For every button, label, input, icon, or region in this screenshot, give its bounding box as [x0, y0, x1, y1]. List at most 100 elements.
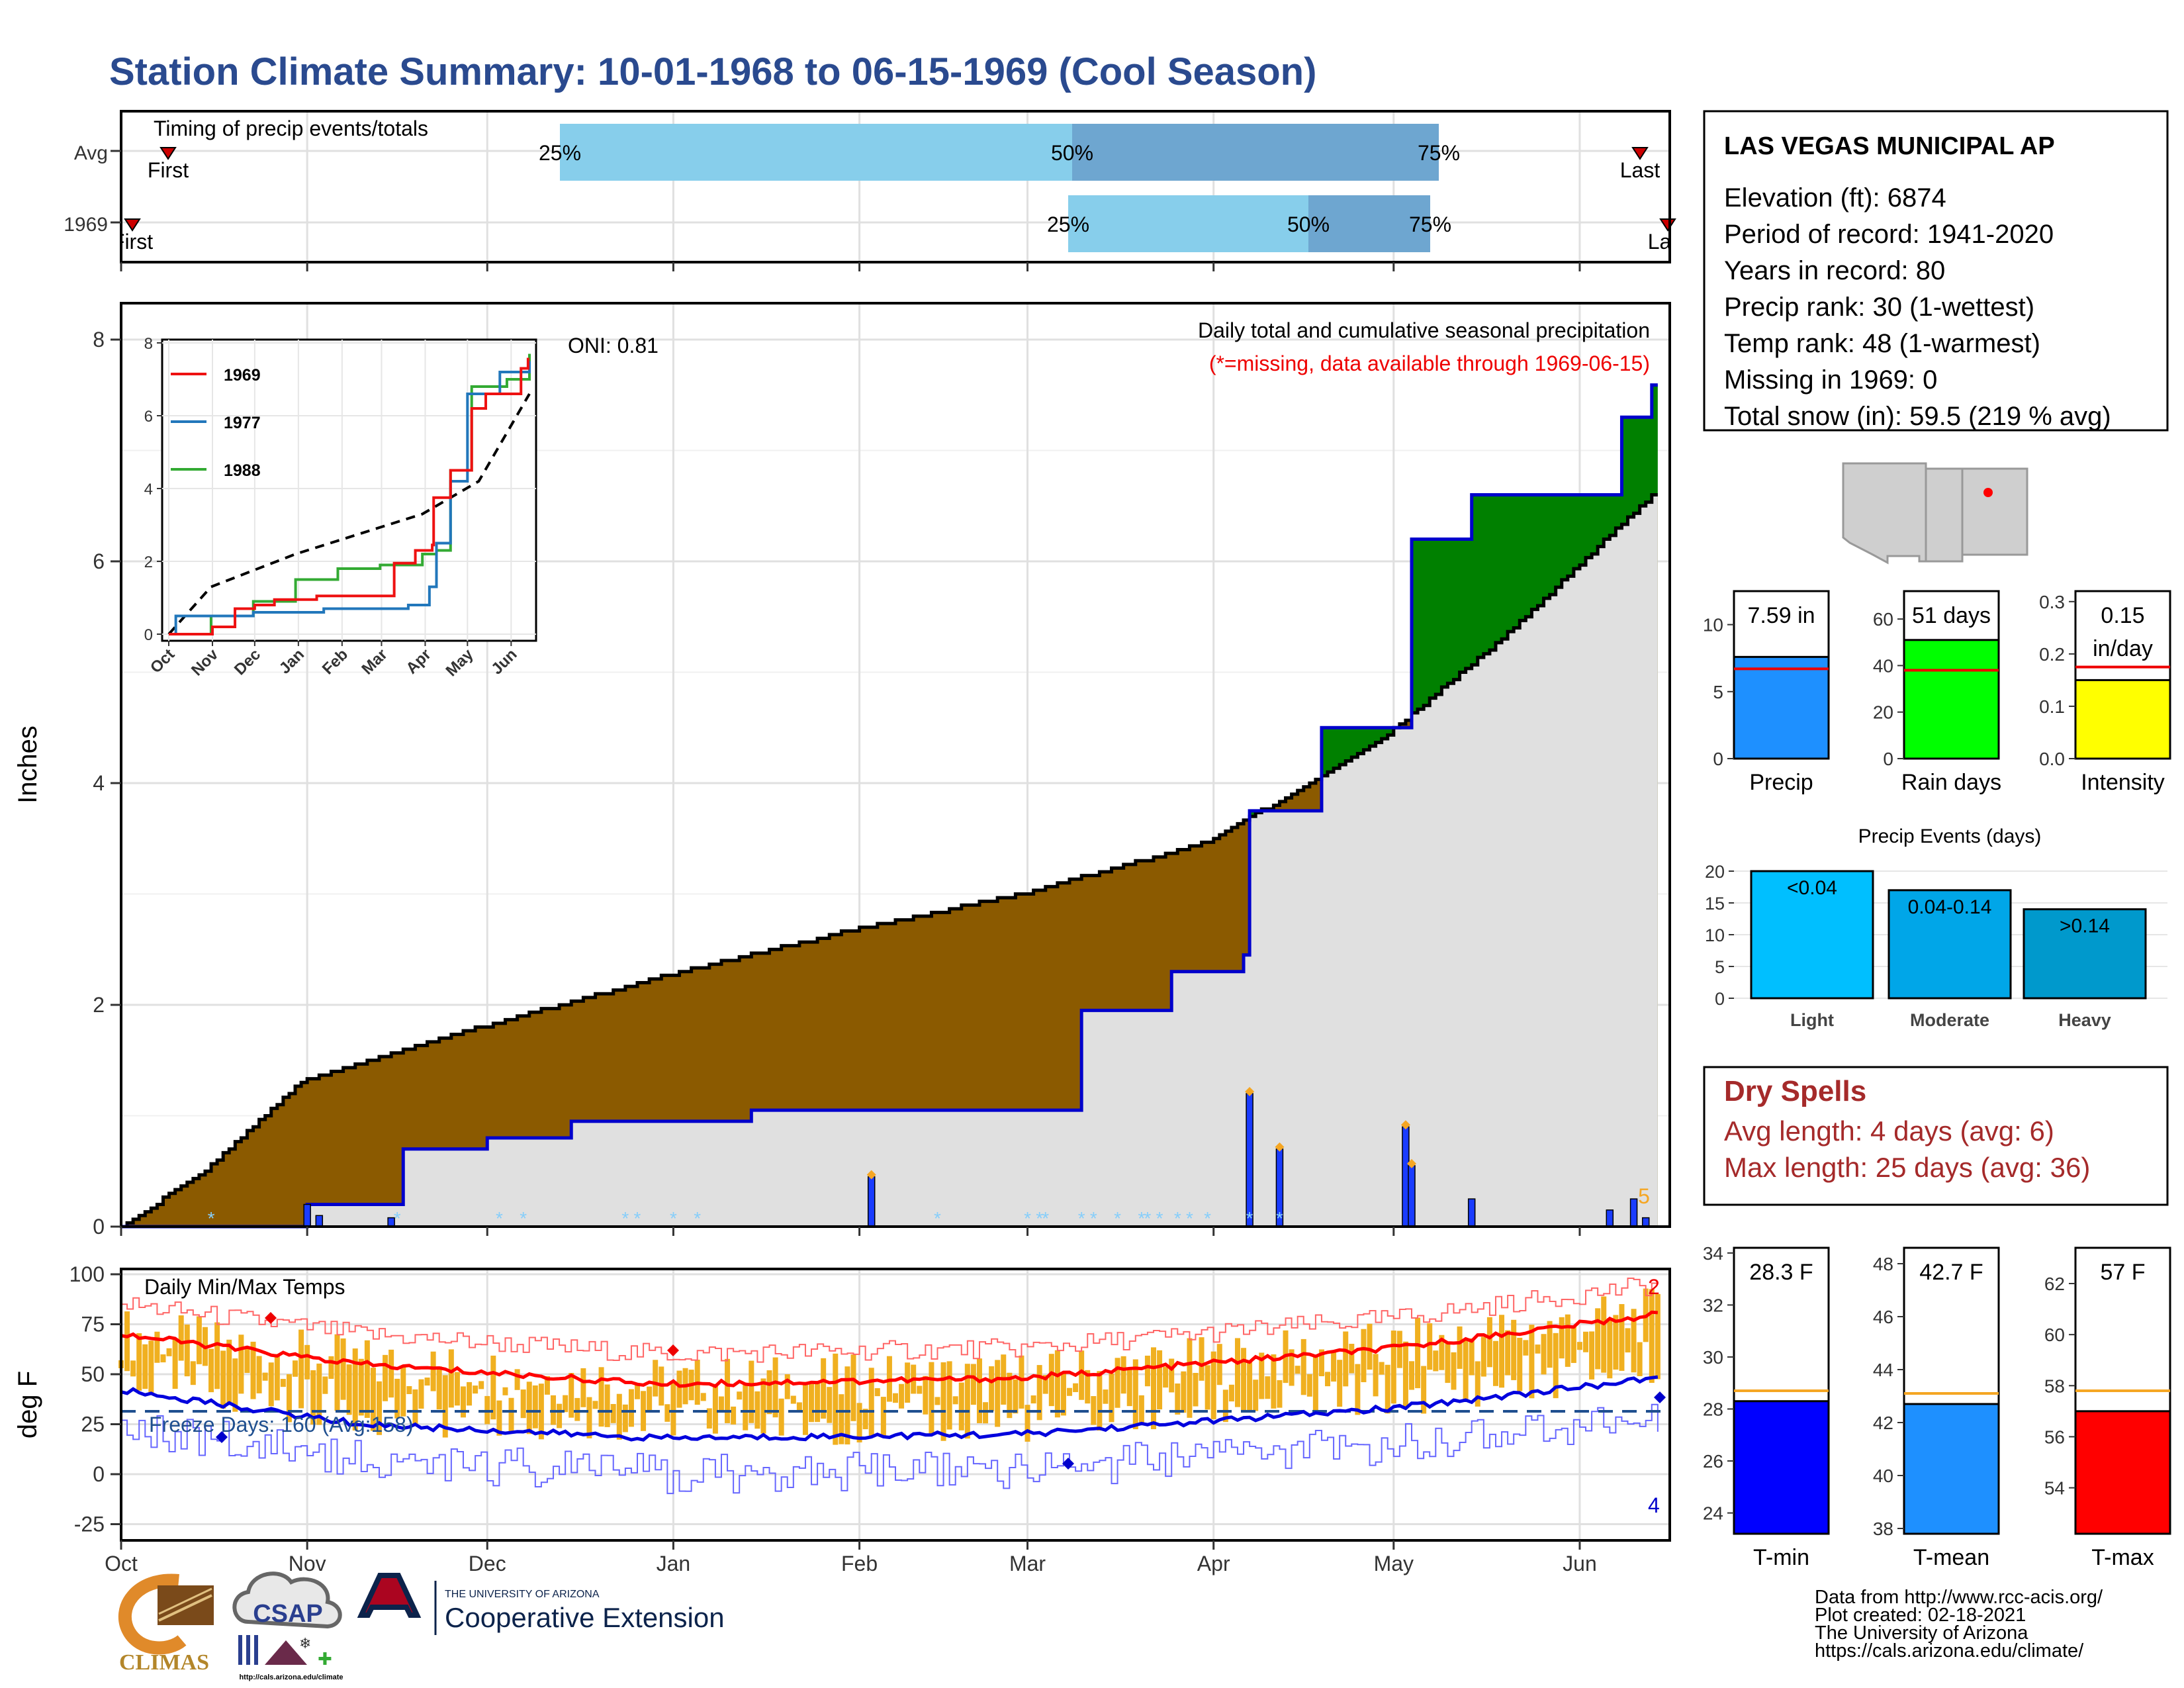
daily-temp-bar — [1529, 1325, 1535, 1399]
daily-temp-bar — [274, 1354, 280, 1401]
daily-temp-bar — [1565, 1314, 1570, 1367]
station-missing: Missing in 1969: 0 — [1724, 365, 1937, 395]
daily-temp-bar — [1451, 1352, 1457, 1390]
precip-events-chart: Precip Events (days) <0.04 Light 0.04-0.14… — [1705, 825, 2167, 1030]
daily-temp-bar — [262, 1372, 268, 1381]
daily-temp-bar — [520, 1389, 526, 1419]
event-bar — [2023, 908, 2147, 1000]
summary-bar-chart: 28.3 F 24 26 28 30 32 34 T-min — [1703, 1243, 1830, 1570]
freeze-days: Freeze Days: 160 (Avg:158) — [149, 1413, 414, 1436]
event-bar-label: 0.04-0.14 — [1908, 896, 1992, 918]
daily-temp-bar — [1402, 1341, 1408, 1407]
avg-p75-label: 75% — [1418, 141, 1460, 165]
event-ytick-label: 0 — [1715, 989, 1725, 1009]
summary-xlabel: Precip — [1749, 770, 1813, 795]
daily-temp-bar — [1619, 1304, 1625, 1371]
month-label: Jan — [657, 1552, 691, 1575]
station-elevation: Elevation (ft): 6874 — [1724, 183, 1946, 212]
daily-temp-bar — [394, 1378, 400, 1419]
daily-temp-bar — [1216, 1344, 1222, 1385]
daily-temp-bar — [635, 1383, 640, 1399]
summary-ytick-label: 0.1 — [2039, 696, 2065, 717]
daily-temp-bar — [1361, 1329, 1367, 1383]
avg-last-marker — [1631, 147, 1649, 160]
daily-temp-bar — [1337, 1360, 1343, 1407]
daily-temp-bar — [802, 1382, 808, 1435]
trace-marker: * — [394, 1208, 401, 1229]
station-period: Period of record: 1941-2020 — [1724, 220, 2054, 249]
daily-temp-bar — [1373, 1354, 1379, 1397]
summary-ytick-label: 40 — [1873, 655, 1893, 676]
snow-marker — [1245, 1087, 1255, 1096]
climas-text: CLIMAS — [119, 1650, 209, 1675]
daily-temp-bar — [569, 1373, 574, 1418]
location-map — [1841, 460, 2030, 565]
summary-ytick-label: 30 — [1703, 1347, 1723, 1368]
daily-temp-bar — [670, 1382, 676, 1436]
timing-panel: Timing of precip events/totals 25% 50% 7… — [64, 110, 1676, 271]
trace-marker: * — [1024, 1208, 1031, 1229]
daily-temp-bar — [1541, 1334, 1547, 1375]
daily-temp-bar — [436, 1366, 442, 1410]
credit-line: The University of Arizona — [1815, 1622, 2028, 1644]
summary-bar-chart: 7.59 in 0 5 10 Precip — [1703, 590, 1830, 795]
daily-temp-bar — [406, 1385, 412, 1395]
daily-temp-bar — [238, 1335, 244, 1394]
summary-ytick-label: 20 — [1873, 702, 1893, 723]
daily-temp-bar — [190, 1361, 196, 1385]
daily-temp-bar — [1007, 1372, 1013, 1419]
summary-xlabel: T-mean — [1913, 1545, 1989, 1570]
daily-precip-bar — [315, 1215, 324, 1227]
daily-temp-bar — [1601, 1296, 1607, 1373]
avg-iqr-low-bar — [560, 124, 1072, 181]
daily-temp-bar — [664, 1404, 670, 1422]
daily-temp-bar — [490, 1355, 496, 1420]
trace-marker: * — [934, 1208, 941, 1229]
precip-ytick-label: 0 — [93, 1215, 105, 1239]
daily-temp-bar — [352, 1348, 358, 1430]
daily-temp-bar — [316, 1363, 322, 1425]
station-snow: Total snow (in): 59.5 (219 % avg) — [1724, 402, 2111, 431]
daily-temp-bar — [1486, 1317, 1492, 1368]
daily-temp-bar — [148, 1340, 154, 1393]
daily-temp-bar — [220, 1350, 226, 1409]
month-label: Apr — [1197, 1552, 1230, 1575]
summary-ytick-label: 0.0 — [2039, 749, 2065, 769]
avg-last-label: Last — [1620, 158, 1661, 182]
daily-temp-bar — [1396, 1331, 1402, 1368]
daily-temp-bar — [473, 1385, 478, 1394]
daily-temp-bar — [1445, 1342, 1451, 1383]
month-label: Feb — [841, 1552, 878, 1575]
daily-temp-bar — [424, 1377, 430, 1386]
daily-temp-bar — [508, 1397, 514, 1431]
missing-note: (*=missing, data available through 1969-… — [1209, 352, 1650, 375]
daily-temp-bar — [1385, 1364, 1390, 1414]
summary-bar-chart: 57 F 54 56 58 60 62 T-max — [2044, 1246, 2171, 1570]
trace-marker: * — [670, 1208, 677, 1229]
month-label: Jun — [1563, 1552, 1597, 1575]
summary-ytick-label: 48 — [1873, 1254, 1893, 1274]
daily-temp-bar — [862, 1409, 868, 1430]
daily-temp-bar — [790, 1395, 796, 1404]
daily-temp-bar — [532, 1385, 538, 1429]
summary-bar — [2074, 1410, 2171, 1535]
summary-ytick-label: 28 — [1703, 1399, 1723, 1419]
dry-spells-avg: Avg length: 4 days (avg: 6) — [1724, 1115, 2054, 1147]
daily-temp-bar — [1187, 1338, 1193, 1418]
daily-temp-bar — [124, 1311, 130, 1372]
daily-temp-bar — [653, 1360, 659, 1397]
daily-temp-bar — [304, 1344, 310, 1380]
daily-temp-bar — [1499, 1315, 1505, 1388]
summary-ytick-label: 0 — [1883, 749, 1893, 769]
event-bar — [1888, 889, 2012, 1000]
daily-temp-bar — [154, 1331, 160, 1363]
station-precip-rank: Precip rank: 30 (1-wettest) — [1724, 293, 2034, 322]
summary-bar — [1733, 1400, 1830, 1535]
daily-temp-bar — [1181, 1371, 1187, 1413]
event-bar-label: <0.04 — [1787, 877, 1837, 899]
daily-temp-bar — [1259, 1352, 1265, 1399]
daily-temp-bar — [1355, 1364, 1361, 1415]
daily-temp-bar — [737, 1391, 743, 1400]
daily-precip-bar — [1606, 1209, 1614, 1227]
daily-temp-bar — [1318, 1349, 1324, 1377]
